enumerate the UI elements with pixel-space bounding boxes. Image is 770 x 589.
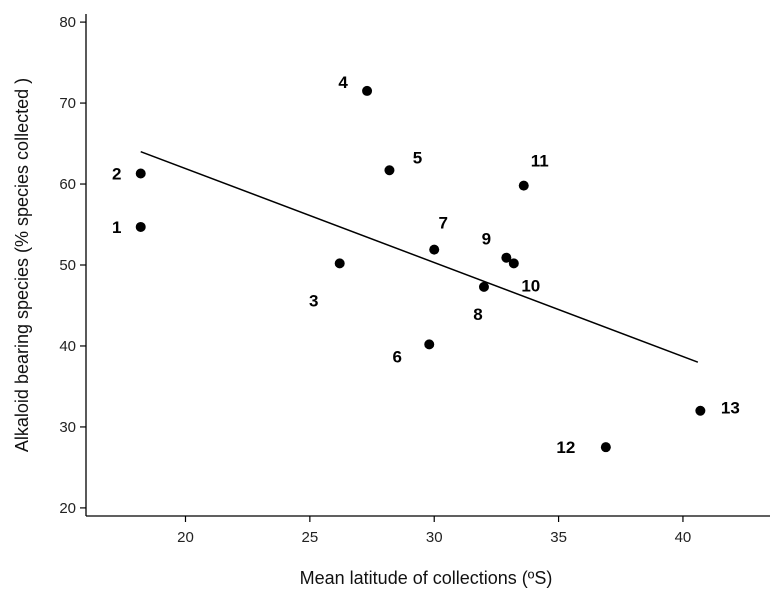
point-label-12: 12	[556, 438, 575, 457]
data-point-5	[384, 165, 395, 176]
x-tick-label: 20	[177, 529, 194, 546]
data-point-11	[518, 180, 529, 191]
x-tick-label: 35	[550, 529, 567, 546]
data-point-4	[362, 85, 373, 96]
plot-frame	[85, 14, 770, 517]
data-points	[135, 85, 706, 453]
data-point-3	[334, 258, 345, 269]
y-axis-title: Alkaloid bearing species (% species coll…	[12, 78, 32, 452]
point-label-6: 6	[393, 347, 402, 366]
point-label-13: 13	[721, 399, 740, 418]
x-axis-title: Mean latitude of collections (ºS)	[300, 568, 553, 588]
data-point-7	[429, 244, 440, 255]
point-label-7: 7	[438, 214, 447, 233]
x-axis-ticks: 20 25 30 35 40	[177, 516, 691, 546]
point-label-10: 10	[521, 276, 540, 295]
data-point-12	[600, 442, 611, 453]
y-axis-ticks: 20 30 40 50 60 70 80	[59, 14, 86, 517]
x-tick-label: 40	[675, 529, 692, 546]
point-label-1: 1	[112, 218, 121, 237]
y-tick-label: 80	[59, 14, 76, 31]
y-tick-label: 20	[59, 500, 76, 517]
trendline	[140, 150, 699, 363]
data-point-1	[135, 221, 146, 232]
point-label-5: 5	[413, 148, 422, 167]
y-tick-label: 40	[59, 338, 76, 355]
y-tick-label: 70	[59, 95, 76, 112]
x-tick-label: 25	[302, 529, 319, 546]
y-tick-label: 50	[59, 257, 76, 274]
point-label-2: 2	[112, 165, 121, 184]
data-point-2	[135, 168, 146, 179]
data-point-6	[424, 339, 435, 350]
point-label-11: 11	[531, 152, 549, 171]
data-point-9	[501, 252, 512, 263]
point-label-9: 9	[482, 230, 491, 249]
y-tick-label: 60	[59, 176, 76, 193]
data-point-10	[508, 258, 519, 269]
y-tick-label: 30	[59, 419, 76, 436]
point-label-4: 4	[338, 73, 348, 92]
data-point-13	[695, 405, 706, 416]
point-label-8: 8	[473, 305, 482, 324]
point-label-3: 3	[309, 291, 318, 310]
data-point-8	[478, 281, 489, 292]
x-tick-label: 30	[426, 529, 443, 546]
trendline-group	[140, 150, 699, 363]
